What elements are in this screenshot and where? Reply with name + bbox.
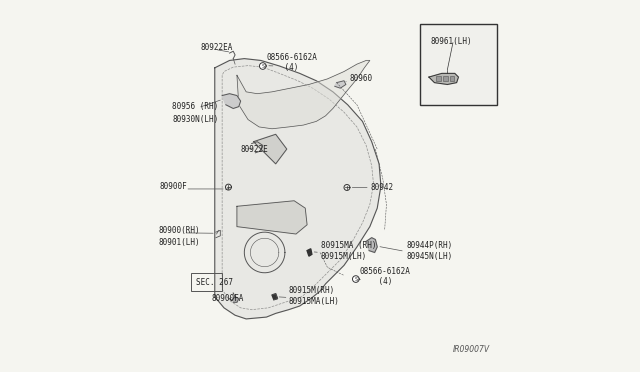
Text: 80930N(LH): 80930N(LH) [172,115,219,124]
Polygon shape [215,59,381,319]
Polygon shape [307,249,312,256]
Text: 08566-6162A
    (4): 08566-6162A (4) [360,267,411,286]
Polygon shape [366,238,377,253]
Bar [420,23,497,105]
Text: 80901(LH): 80901(LH) [158,238,200,247]
Polygon shape [353,276,359,282]
Text: 80922EA: 80922EA [200,43,232,52]
Text: IR09007V: IR09007V [452,345,490,354]
Bar [443,76,448,81]
Polygon shape [335,81,346,88]
Polygon shape [233,297,239,302]
Text: S: S [355,276,357,282]
Polygon shape [259,63,266,69]
Text: 80960: 80960 [349,74,372,83]
Polygon shape [222,94,241,109]
Text: 80915MA(LH): 80915MA(LH) [289,297,339,306]
Text: 80942: 80942 [371,183,394,192]
Bar [436,76,441,81]
Text: 80944P(RH): 80944P(RH) [407,241,453,250]
Polygon shape [237,61,370,129]
Text: 80961(LH): 80961(LH) [430,37,472,46]
Polygon shape [237,201,307,234]
Polygon shape [272,294,278,300]
Text: 80915MA (RH): 80915MA (RH) [321,241,376,250]
Text: SEC. 267: SEC. 267 [196,278,232,287]
Text: 80945N(LH): 80945N(LH) [407,252,453,262]
Text: 08566-6162A
    (4): 08566-6162A (4) [266,52,317,72]
Text: 80900FA: 80900FA [211,294,243,303]
Text: 80900F: 80900F [159,182,187,191]
Polygon shape [429,73,458,84]
Polygon shape [253,134,287,164]
Text: 80915M(LH): 80915M(LH) [321,252,367,262]
Bar [449,76,454,81]
Text: 80900(RH): 80900(RH) [158,226,200,235]
Text: 80915M(RH): 80915M(RH) [289,286,335,295]
Text: S: S [261,64,264,68]
Text: 80922E: 80922E [241,145,268,154]
Text: 80956 (RH): 80956 (RH) [172,102,219,111]
